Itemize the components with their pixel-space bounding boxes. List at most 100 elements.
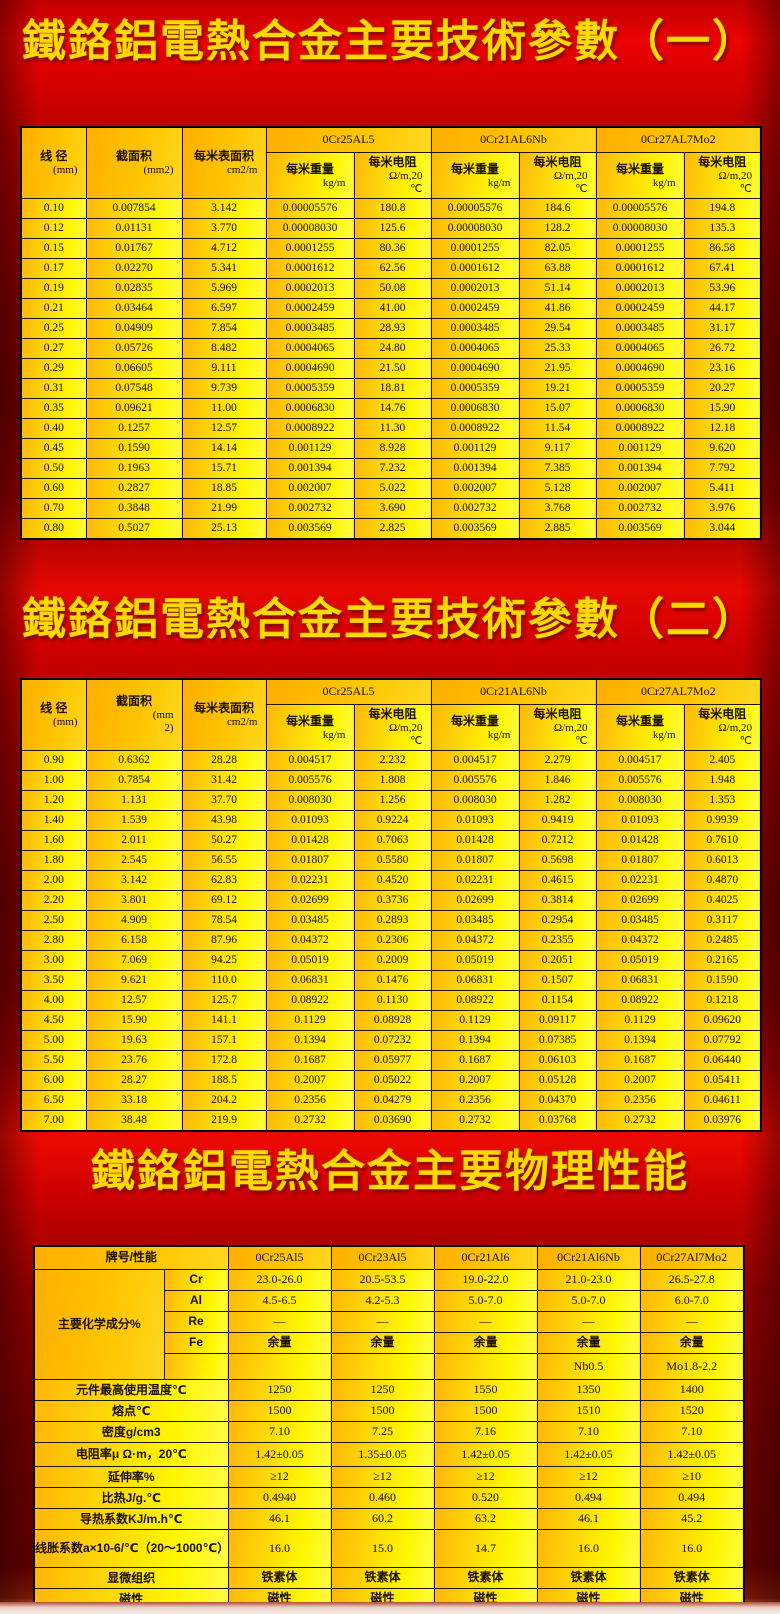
table-row: 0.40 0.1257 12.57 0.0008922 11.30 0.0008922 11… bbox=[20, 418, 762, 439]
param-cell: 0.001394 bbox=[430, 458, 520, 479]
param-cell: 0.0002013 bbox=[265, 278, 355, 299]
param-cell: 2.545 bbox=[85, 850, 183, 871]
param-cell: 0.1394 bbox=[595, 1030, 685, 1051]
wire-diameter-header: 线 径 (mm) bbox=[20, 126, 87, 199]
table-row: 5.50 23.76 172.8 0.1687 0.05977 0.1687 0.06103… bbox=[20, 1050, 762, 1071]
param-cell: 0.005576 bbox=[595, 770, 685, 791]
param-cell: 7.854 bbox=[181, 318, 267, 339]
param-cell: 0.6013 bbox=[683, 850, 762, 871]
param-cell: 0.03690 bbox=[353, 1110, 432, 1131]
param-cell: 0.05019 bbox=[265, 950, 355, 971]
param-cell: 180.8 bbox=[353, 198, 432, 219]
param-cell: 0.5027 bbox=[85, 518, 183, 539]
table-row: 0.10 0.007854 3.142 0.00005576 180.8 0.000055… bbox=[20, 198, 762, 219]
param-cell: 0.1129 bbox=[430, 1010, 520, 1031]
property-cell: 1500 bbox=[330, 1400, 435, 1422]
param-cell: 9.620 bbox=[683, 438, 762, 459]
param-cell: 0.29 bbox=[20, 358, 87, 379]
param-cell: 15.71 bbox=[181, 458, 267, 479]
property-label: 显微组织 bbox=[33, 1567, 229, 1589]
param-cell: 0.70 bbox=[20, 498, 87, 519]
param-cell: 12.57 bbox=[181, 418, 267, 439]
param-cell: 0.003569 bbox=[265, 518, 355, 539]
param-cell: 8.928 bbox=[353, 438, 432, 459]
property-row: 电阻率μ Ω·m，20℃ 1.42±0.05 1.35±0.05 1.42±0.05 1… bbox=[33, 1442, 745, 1467]
property-cell: 1520 bbox=[639, 1400, 745, 1422]
wire-diameter-header: 线 径 (mm) bbox=[20, 678, 87, 751]
chem-cell bbox=[227, 1353, 332, 1380]
physical-props: 牌号/性能 0Cr25Al5 0Cr23Al5 0Cr21Al6 0Cr21Al6Nb 0… bbox=[33, 1245, 745, 1611]
param-cell: 0.00005576 bbox=[265, 198, 355, 219]
param-cell: 0.0005359 bbox=[595, 378, 685, 399]
param-cell: 0.1394 bbox=[265, 1030, 355, 1051]
param-cell: 0.004517 bbox=[265, 750, 355, 771]
param-cell: 0.0004065 bbox=[430, 338, 520, 359]
param-cell: 1.131 bbox=[85, 790, 183, 811]
property-row: 密度g/cm3 7.10 7.25 7.16 7.10 7.10 bbox=[33, 1421, 745, 1443]
property-cell: 1510 bbox=[536, 1400, 641, 1422]
param-cell: 135.3 bbox=[683, 218, 762, 239]
param-cell: 0.2485 bbox=[683, 930, 762, 951]
param-cell: 0.0001612 bbox=[430, 258, 520, 279]
alloy-header: 0Cr25AL5 bbox=[265, 678, 432, 705]
param-cell: 0.80 bbox=[20, 518, 87, 539]
param-cell: 0.1129 bbox=[595, 1010, 685, 1031]
param-cell: 0.31 bbox=[20, 378, 87, 399]
param-cell: 7.069 bbox=[85, 950, 183, 971]
alloy-header: 0Cr25AL5 bbox=[265, 126, 432, 153]
param-cell: 2.20 bbox=[20, 890, 87, 911]
param-cell: 0.06103 bbox=[518, 1050, 597, 1071]
property-row: 显微组织 铁素体 铁素体 铁素体 铁素体 铁素体 bbox=[33, 1567, 745, 1589]
param-cell: 0.07385 bbox=[518, 1030, 597, 1051]
param-cell: 0.01093 bbox=[265, 810, 355, 831]
param-cell: 11.54 bbox=[518, 418, 597, 439]
param-cell: 0.2165 bbox=[683, 950, 762, 971]
param-cell: 37.70 bbox=[181, 790, 267, 811]
param-cell: 184.6 bbox=[518, 198, 597, 219]
param-cell: 50.08 bbox=[353, 278, 432, 299]
chem-cell bbox=[330, 1353, 435, 1380]
param-cell: 0.0001612 bbox=[595, 258, 685, 279]
param-cell: 0.0008922 bbox=[595, 418, 685, 439]
param-cell: 0.0002459 bbox=[595, 298, 685, 319]
property-cell: 7.16 bbox=[433, 1421, 538, 1443]
property-cell: 16.0 bbox=[536, 1529, 641, 1568]
param-cell: 44.17 bbox=[683, 298, 762, 319]
weight-per-meter-header: 每米重量 kg/m bbox=[265, 152, 355, 199]
param-cell: 0.2007 bbox=[430, 1070, 520, 1091]
param-cell: 128.2 bbox=[518, 218, 597, 239]
resistance-per-meter-header: 每米电阻 Ω/m,20 ℃ bbox=[353, 152, 432, 199]
param-cell: 0.0006830 bbox=[430, 398, 520, 419]
property-cell: 1250 bbox=[227, 1379, 332, 1401]
param-cell: 0.00008030 bbox=[595, 218, 685, 239]
param-cell: 3.00 bbox=[20, 950, 87, 971]
title-physical-props: 鐵鉻鋁電熱合金主要物理性能 bbox=[91, 1146, 689, 1197]
param-cell: 0.7610 bbox=[683, 830, 762, 851]
param-cell: 0.17 bbox=[20, 258, 87, 279]
property-cell: 铁素体 bbox=[433, 1567, 538, 1589]
property-label: 延伸率% bbox=[33, 1466, 229, 1488]
resistance-per-meter-header: 每米电阻 Ω/m,20 ℃ bbox=[518, 704, 597, 751]
table-row: 0.80 0.5027 25.13 0.003569 2.825 0.003569 2.88… bbox=[20, 518, 762, 539]
param-cell: 0.05022 bbox=[353, 1070, 432, 1091]
param-cell: 0.01093 bbox=[595, 810, 685, 831]
param-cell: 0.00008030 bbox=[430, 218, 520, 239]
param-cell: 0.2356 bbox=[595, 1090, 685, 1111]
param-cell: 9.739 bbox=[181, 378, 267, 399]
param-cell: 12.57 bbox=[85, 990, 183, 1011]
param-cell: 0.002007 bbox=[595, 478, 685, 499]
param-cell: 0.1963 bbox=[85, 458, 183, 479]
param-cell: 0.12 bbox=[20, 218, 87, 239]
weight-per-meter-header: 每米重量 kg/m bbox=[430, 152, 520, 199]
param-cell: 6.00 bbox=[20, 1070, 87, 1091]
param-cell: 0.1394 bbox=[430, 1030, 520, 1051]
table-row: 2.20 3.801 69.12 0.02699 0.3736 0.02699 0.3814… bbox=[20, 890, 762, 911]
param-cell: 0.50 bbox=[20, 458, 87, 479]
chem-cell: Nb0.5 bbox=[536, 1353, 641, 1380]
property-row: 线胀系数a×10-6/℃（20～1000℃） 16.0 15.0 14.7 16.0 16… bbox=[33, 1529, 745, 1568]
param-cell: 0.4615 bbox=[518, 870, 597, 891]
param-cell: 0.2009 bbox=[353, 950, 432, 971]
property-cell: 1400 bbox=[639, 1379, 745, 1401]
chem-cell: 23.0-26.0 bbox=[227, 1269, 332, 1291]
param-cell: 11.30 bbox=[353, 418, 432, 439]
